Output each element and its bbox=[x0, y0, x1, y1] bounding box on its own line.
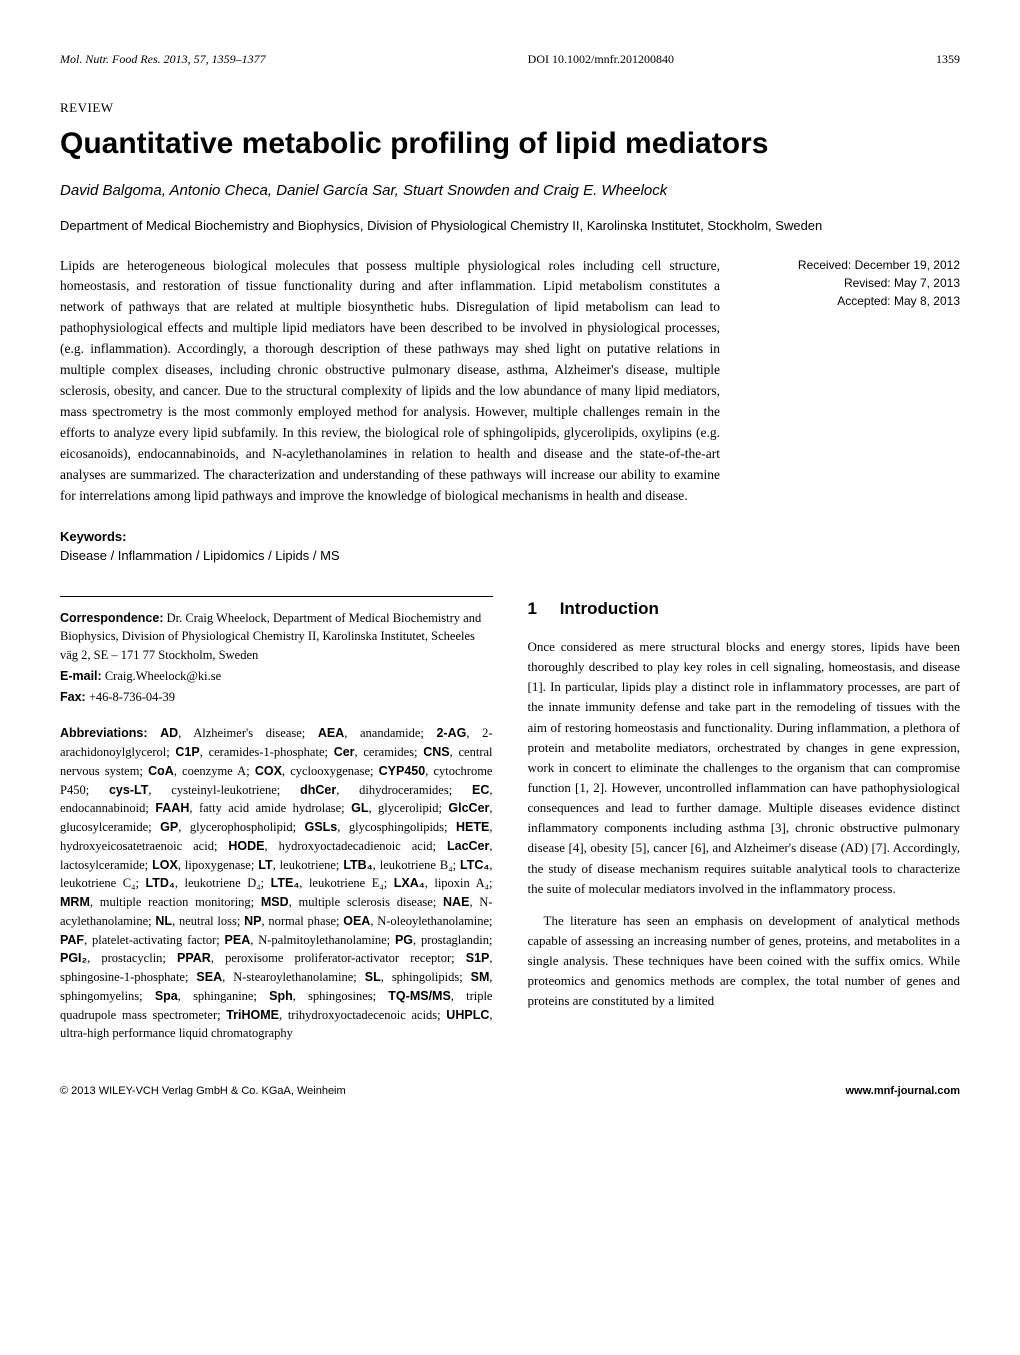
correspondence-label: Correspondence: bbox=[60, 611, 164, 625]
article-type: REVIEW bbox=[60, 98, 960, 118]
page-footer: © 2013 WILEY-VCH Verlag GmbH & Co. KGaA,… bbox=[60, 1083, 960, 1100]
abbreviations-block: Abbreviations: AD, Alzheimer's disease; … bbox=[60, 724, 493, 1043]
section-number: 1 bbox=[528, 599, 537, 618]
received-date: Received: December 19, 2012 bbox=[760, 256, 960, 274]
fax-label: Fax: bbox=[60, 690, 86, 704]
keywords-list: Disease / Inflammation / Lipidomics / Li… bbox=[60, 546, 960, 566]
abbreviations-label: Abbreviations: bbox=[60, 726, 148, 740]
separator-rule bbox=[60, 596, 493, 597]
abbreviations-list: AD, Alzheimer's disease; AEA, anandamide… bbox=[60, 726, 493, 1040]
accepted-date: Accepted: May 8, 2013 bbox=[760, 292, 960, 310]
two-column-body: Correspondence: Dr. Craig Wheelock, Depa… bbox=[60, 596, 960, 1044]
section-heading-intro: 1 Introduction bbox=[528, 596, 961, 622]
journal-url: www.mnf-journal.com bbox=[846, 1083, 961, 1100]
abstract-block: Lipids are heterogeneous biological mole… bbox=[60, 256, 960, 507]
journal-citation: Mol. Nutr. Food Res. 2013, 57, 1359–1377 bbox=[60, 50, 266, 68]
authors: David Balgoma, Antonio Checa, Daniel Gar… bbox=[60, 180, 960, 203]
keywords-label: Keywords: bbox=[60, 527, 960, 547]
intro-para-2: The literature has seen an emphasis on d… bbox=[528, 911, 961, 1012]
email-value: Craig.Wheelock@ki.se bbox=[105, 669, 221, 683]
email-label: E-mail: bbox=[60, 669, 102, 683]
fax-value: +46-8-736-04-39 bbox=[89, 690, 175, 704]
section-title: Introduction bbox=[560, 599, 659, 618]
left-column: Correspondence: Dr. Craig Wheelock, Depa… bbox=[60, 596, 493, 1044]
article-title: Quantitative metabolic profiling of lipi… bbox=[60, 126, 960, 162]
page-number: 1359 bbox=[936, 50, 960, 68]
running-header: Mol. Nutr. Food Res. 2013, 57, 1359–1377… bbox=[60, 50, 960, 68]
intro-para-1: Once considered as mere structural block… bbox=[528, 637, 961, 899]
doi: DOI 10.1002/mnfr.201200840 bbox=[528, 50, 674, 68]
right-column: 1 Introduction Once considered as mere s… bbox=[528, 596, 961, 1044]
abstract-text: Lipids are heterogeneous biological mole… bbox=[60, 256, 720, 507]
revised-date: Revised: May 7, 2013 bbox=[760, 274, 960, 292]
affiliation: Department of Medical Biochemistry and B… bbox=[60, 216, 960, 236]
keywords-block: Keywords: Disease / Inflammation / Lipid… bbox=[60, 527, 960, 566]
copyright: © 2013 WILEY-VCH Verlag GmbH & Co. KGaA,… bbox=[60, 1083, 346, 1100]
manuscript-dates: Received: December 19, 2012 Revised: May… bbox=[760, 256, 960, 507]
correspondence-block: Correspondence: Dr. Craig Wheelock, Depa… bbox=[60, 609, 493, 707]
